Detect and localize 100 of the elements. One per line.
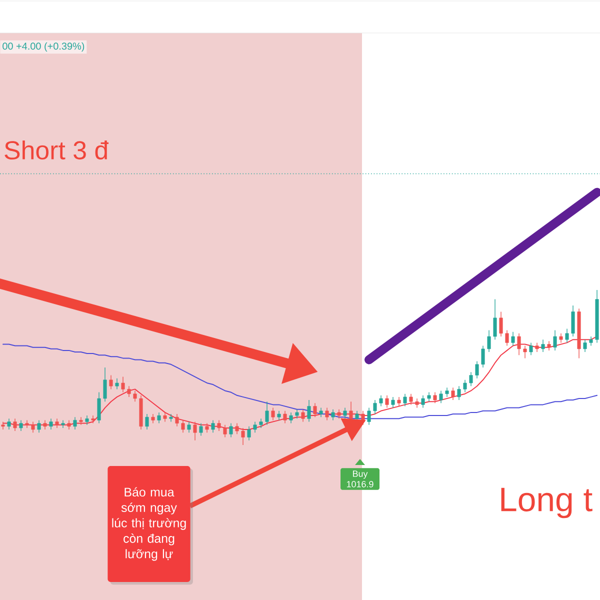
candlestick bbox=[583, 339, 587, 352]
candlestick bbox=[439, 390, 443, 404]
candlestick bbox=[85, 415, 89, 426]
candlestick bbox=[379, 395, 383, 407]
candlestick bbox=[49, 418, 53, 430]
text: Buy 1016.9 bbox=[346, 470, 374, 488]
candlestick bbox=[265, 401, 269, 426]
candlestick bbox=[97, 392, 101, 424]
candlestick bbox=[337, 408, 341, 419]
candlestick bbox=[67, 420, 71, 430]
candlestick bbox=[283, 410, 287, 424]
candlestick bbox=[163, 412, 167, 422]
candlestick bbox=[325, 407, 329, 421]
candlestick bbox=[169, 414, 173, 422]
candlestick bbox=[445, 387, 449, 398]
candlestick bbox=[13, 418, 17, 432]
candlestick bbox=[391, 396, 395, 408]
candlestick bbox=[319, 407, 323, 418]
candlestick bbox=[133, 390, 137, 402]
candlestick bbox=[433, 392, 437, 404]
candlestick bbox=[223, 424, 227, 438]
candlestick bbox=[79, 416, 83, 426]
candlestick bbox=[205, 422, 209, 433]
candlestick bbox=[589, 336, 593, 346]
candlestick bbox=[247, 426, 251, 441]
text: 00 +4.00 (+0.39%) bbox=[2, 42, 84, 52]
candlestick bbox=[151, 414, 155, 424]
candlestick bbox=[547, 340, 551, 351]
candlestick bbox=[55, 418, 59, 428]
candlestick bbox=[235, 422, 239, 434]
candlestick bbox=[451, 387, 455, 400]
candlestick bbox=[523, 345, 527, 359]
candlestick bbox=[127, 386, 131, 398]
candlestick bbox=[331, 408, 335, 421]
candlestick bbox=[7, 418, 11, 430]
candlestick bbox=[91, 415, 95, 424]
text: Báo mua sớm ngay lúc thị trường còn đang lưỡng lự bbox=[112, 487, 186, 561]
candlestick bbox=[103, 367, 107, 402]
candlestick bbox=[295, 408, 299, 419]
candlestick bbox=[109, 374, 113, 390]
candlestick bbox=[181, 420, 185, 433]
candlestick bbox=[481, 345, 485, 368]
candlestick bbox=[115, 378, 119, 390]
candlestick bbox=[253, 421, 257, 433]
candlestick bbox=[565, 328, 569, 344]
candlestick bbox=[241, 428, 245, 446]
candlestick bbox=[343, 407, 347, 419]
candlestick bbox=[211, 420, 215, 433]
candlestick bbox=[37, 420, 41, 433]
candlestick bbox=[121, 376, 125, 393]
candlestick bbox=[301, 408, 305, 422]
candlestick bbox=[463, 380, 467, 393]
candlestick bbox=[217, 420, 221, 432]
candlestick bbox=[175, 414, 179, 427]
text: Short 3 đ bbox=[4, 140, 109, 160]
candlestick bbox=[43, 420, 47, 430]
candlestick bbox=[553, 330, 557, 351]
candlestick bbox=[145, 414, 149, 430]
candlestick bbox=[427, 392, 431, 402]
candlestick bbox=[541, 339, 545, 352]
candlestick bbox=[25, 420, 29, 428]
text: Long t bbox=[501, 488, 592, 518]
candlestick bbox=[421, 395, 425, 408]
candlestick bbox=[187, 421, 191, 433]
candlestick bbox=[259, 418, 263, 428]
candlestick bbox=[199, 422, 203, 436]
candlestick bbox=[511, 331, 515, 346]
candlestick bbox=[313, 402, 317, 418]
candlestick bbox=[193, 421, 197, 441]
candlestick bbox=[505, 330, 509, 346]
candlestick bbox=[487, 330, 491, 352]
candlestick bbox=[409, 393, 413, 406]
candlestick bbox=[559, 333, 563, 344]
candlestick bbox=[457, 386, 461, 400]
candlestick bbox=[403, 393, 407, 407]
candlestick bbox=[385, 395, 389, 408]
candlestick bbox=[373, 400, 377, 414]
candlestick bbox=[157, 412, 161, 424]
candlestick bbox=[475, 360, 479, 379]
candlestick bbox=[229, 422, 233, 438]
candlestick bbox=[499, 311, 503, 337]
candlestick bbox=[73, 416, 77, 430]
candlestick bbox=[415, 398, 419, 408]
candlestick bbox=[307, 400, 311, 422]
candlestick bbox=[529, 342, 533, 356]
candlestick bbox=[397, 396, 401, 407]
candlestick bbox=[277, 410, 281, 421]
candlestick bbox=[289, 412, 293, 424]
candlestick bbox=[355, 410, 359, 422]
candlestick bbox=[493, 298, 497, 340]
candlestick bbox=[19, 420, 23, 432]
candlestick bbox=[367, 407, 371, 426]
candlestick bbox=[271, 407, 275, 421]
candlestick bbox=[1, 421, 5, 430]
candlestick bbox=[517, 333, 521, 356]
candlestick bbox=[535, 342, 539, 352]
candlestick bbox=[31, 421, 35, 433]
candlestick bbox=[61, 420, 65, 428]
candlestick bbox=[571, 305, 575, 337]
candlestick bbox=[469, 372, 473, 386]
